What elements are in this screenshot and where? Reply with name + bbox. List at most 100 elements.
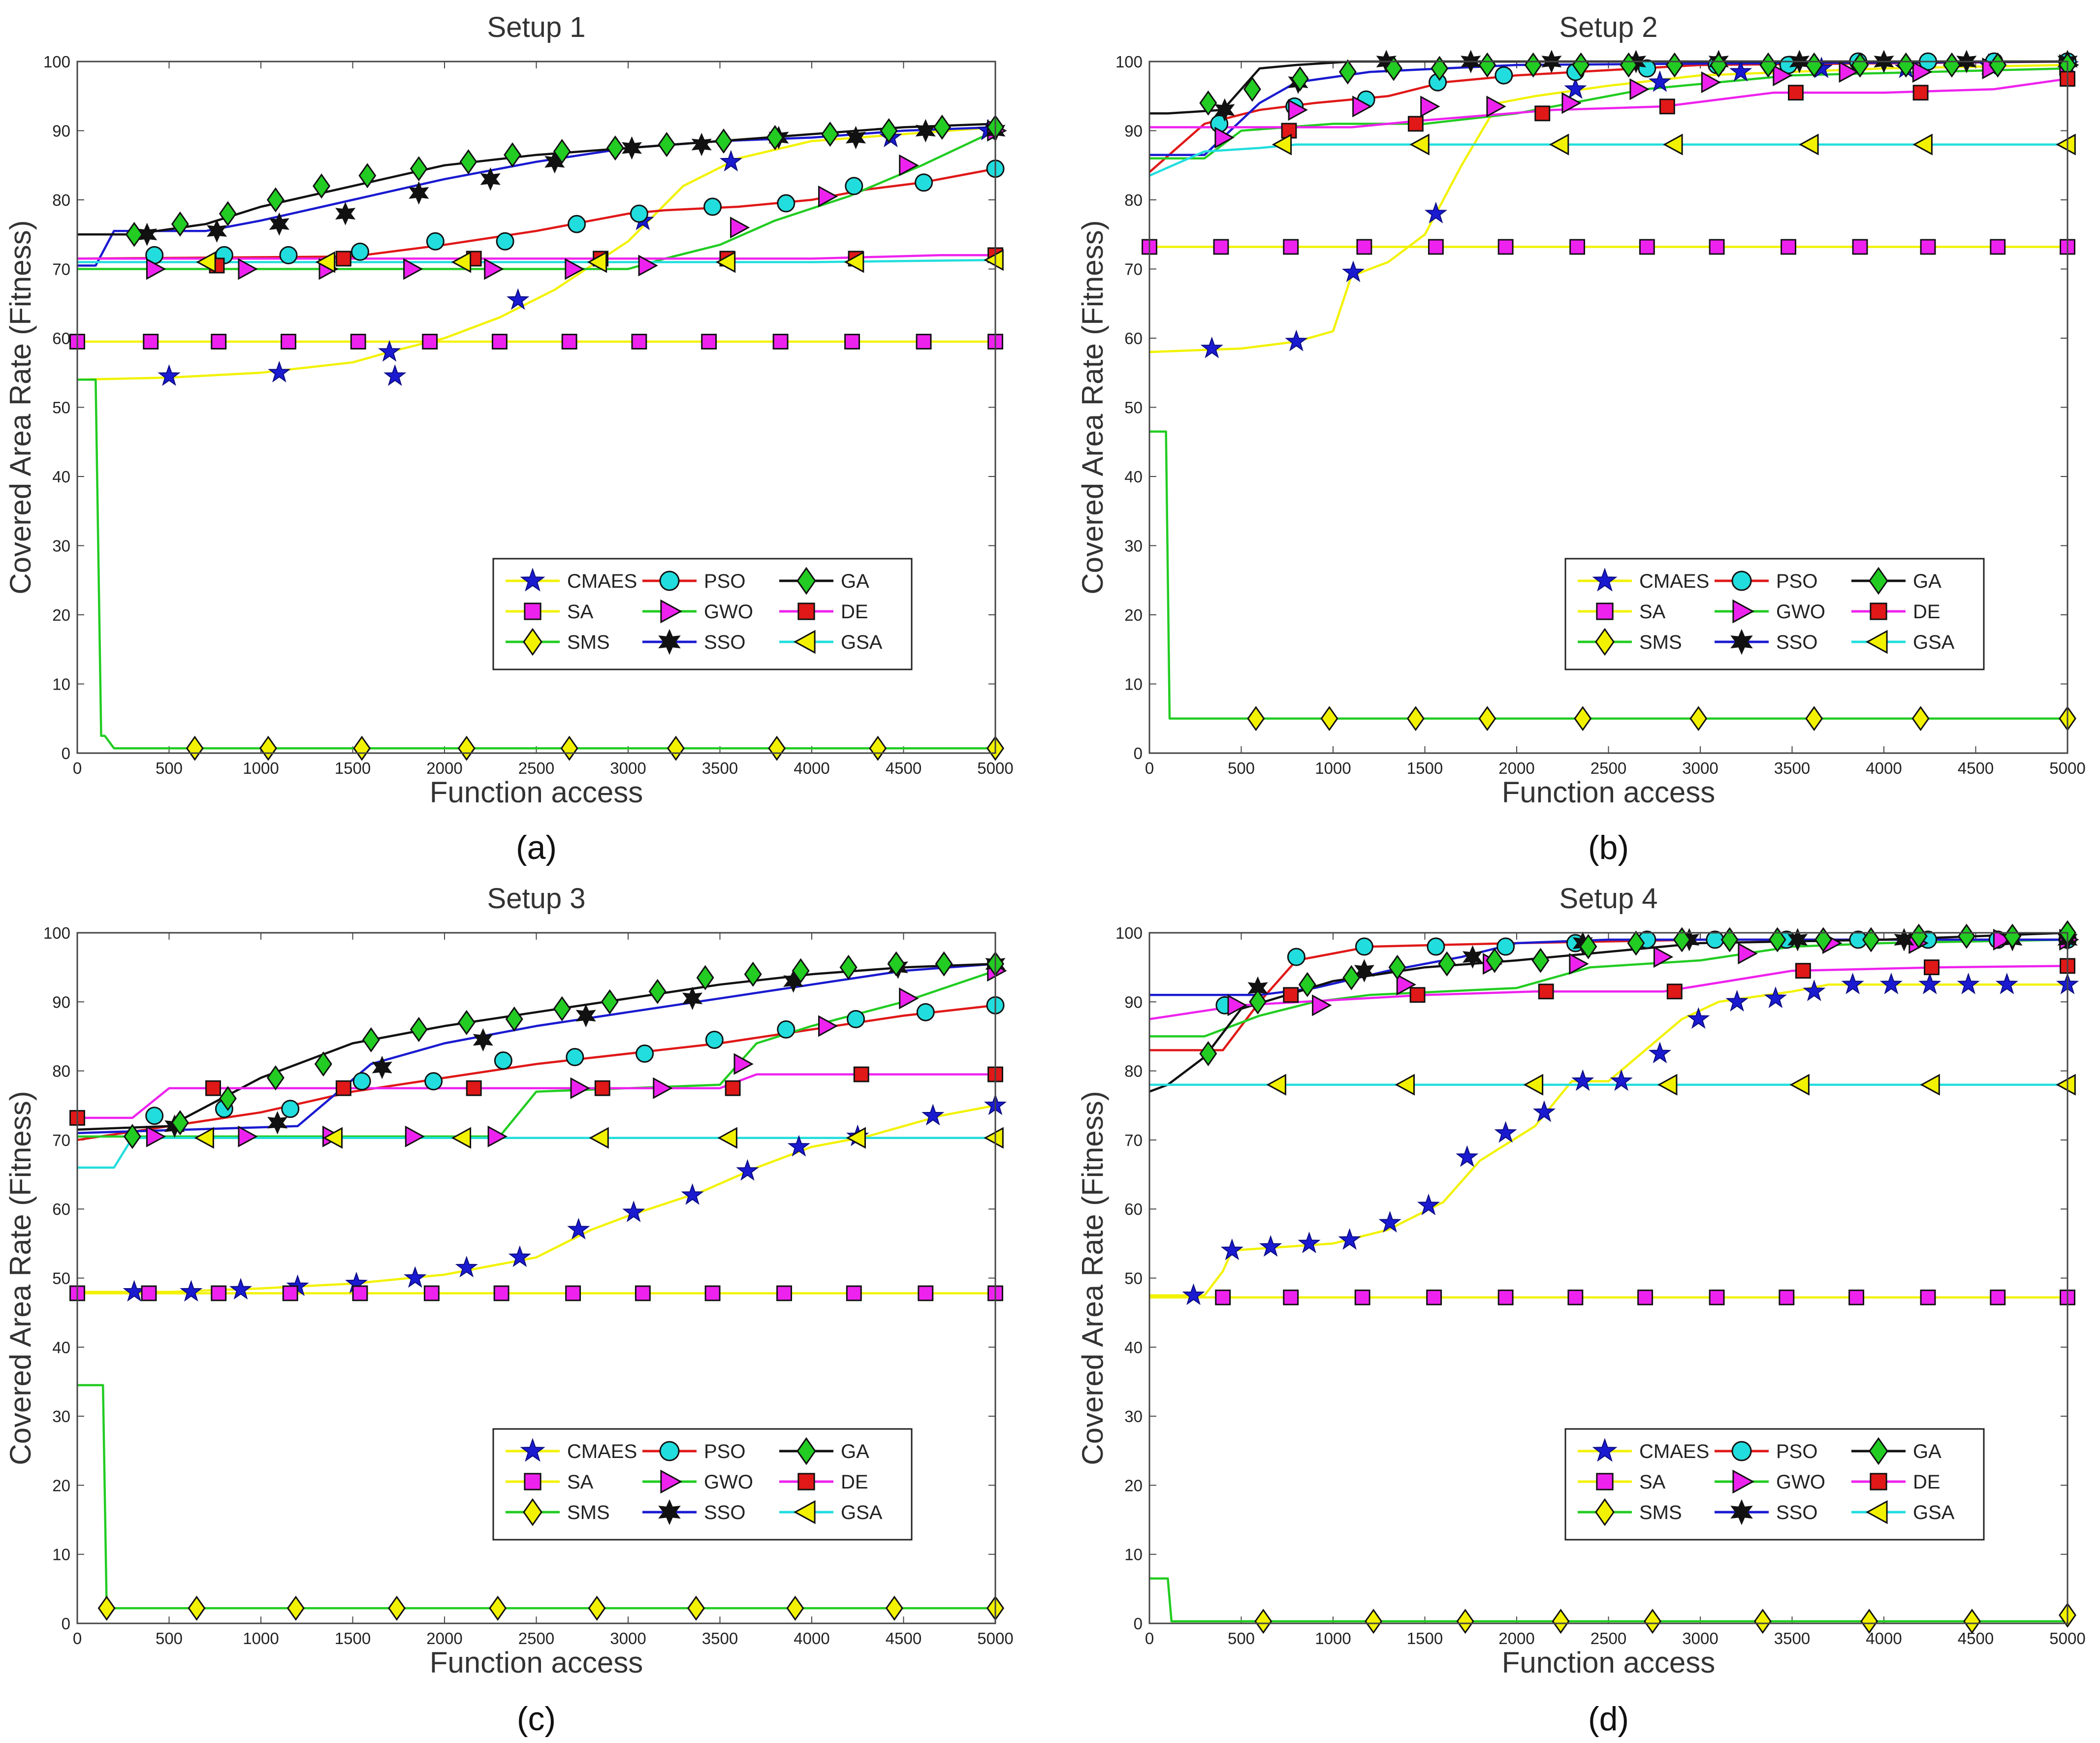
data-point-cmaes xyxy=(681,1183,704,1205)
legend-label: SMS xyxy=(567,632,610,653)
series-line-sms xyxy=(1149,1577,2068,1623)
data-point-sms xyxy=(1254,1609,1273,1634)
legend-label: SMS xyxy=(1639,1502,1682,1523)
data-point-sa xyxy=(704,1285,721,1301)
data-point-gwo xyxy=(565,258,585,280)
data-point-ga xyxy=(171,211,189,237)
legend-item-sso: SSO xyxy=(642,629,745,655)
data-point-de xyxy=(1538,983,1554,1000)
data-point-pso xyxy=(847,1010,865,1028)
data-point-de xyxy=(1409,987,1426,1003)
legend-swatch-marker xyxy=(1732,1469,1754,1494)
data-point-de xyxy=(1534,105,1551,122)
data-point-cmaes xyxy=(1494,1121,1517,1143)
data-point-ga xyxy=(1338,59,1357,85)
data-point-gsa xyxy=(984,1127,1004,1149)
data-point-sso xyxy=(267,1111,288,1135)
legend-label: GWO xyxy=(1776,601,1825,623)
legend-item-sso: SSO xyxy=(1715,1499,1817,1525)
data-point-gsa xyxy=(451,1127,472,1149)
data-point-sa xyxy=(565,1285,581,1301)
data-point-pso xyxy=(916,1003,935,1021)
data-point-sms xyxy=(286,1595,305,1621)
chart-title: Setup 3 xyxy=(487,883,586,915)
x-tick-label: 1500 xyxy=(1407,1629,1443,1648)
data-point-sms xyxy=(560,735,578,761)
data-point-cmaes xyxy=(1610,1069,1633,1091)
legend-item-cmaes: CMAES xyxy=(1578,568,1709,592)
data-point-cmaes xyxy=(1341,260,1365,283)
data-point-sa xyxy=(350,334,366,349)
data-point-sms xyxy=(1320,706,1338,731)
legend-item-de: DE xyxy=(1851,1471,1941,1493)
data-point-sa xyxy=(1426,1289,1442,1305)
y-tick-label: 70 xyxy=(1124,1131,1143,1149)
legend-swatch-marker xyxy=(524,1473,541,1490)
data-point-pso xyxy=(777,194,795,213)
data-point-pso xyxy=(1496,937,1515,956)
legend-item-gwo: GWO xyxy=(1715,599,1825,624)
series-line-gsa xyxy=(77,1137,995,1169)
data-point-cmaes xyxy=(508,1245,531,1268)
data-point-sa xyxy=(1356,239,1372,255)
axes-frame xyxy=(1148,932,2068,1624)
data-point-gwo xyxy=(1773,64,1793,87)
data-point-sms xyxy=(1365,1609,1383,1634)
data-point-sa xyxy=(1709,1289,1725,1305)
data-point-cmaes xyxy=(719,150,742,172)
data-point-gsa xyxy=(1663,133,1683,156)
data-point-sa xyxy=(1990,239,2006,255)
data-point-gwo xyxy=(146,258,166,280)
x-tick-label: 500 xyxy=(156,759,183,777)
data-point-de xyxy=(853,1066,869,1082)
data-point-ga xyxy=(1199,1041,1217,1067)
legend-label: SA xyxy=(567,601,594,623)
legend-item-sa: SA xyxy=(506,1471,594,1493)
legend-box xyxy=(492,558,913,670)
data-point-gwo xyxy=(899,987,919,1010)
data-point-sa xyxy=(1497,1289,1514,1305)
data-point-sso xyxy=(1462,945,1483,969)
data-point-cmaes xyxy=(455,1256,478,1278)
data-point-cmaes xyxy=(1220,1238,1244,1261)
y-tick-label: 40 xyxy=(1124,1338,1143,1357)
data-point-cmaes xyxy=(404,1266,427,1288)
data-point-gwo xyxy=(733,1053,754,1075)
data-point-sso xyxy=(335,202,356,225)
data-point-sa xyxy=(493,1285,509,1301)
data-point-sms xyxy=(353,735,371,761)
x-tick-label: 2500 xyxy=(1591,759,1626,777)
legend-item-de: DE xyxy=(779,601,868,623)
x-axis-label: Function access xyxy=(1502,776,1716,809)
legend: CMAES SA SMS PSO GWO SSO GA DE GSA xyxy=(1564,1428,1985,1541)
legend-swatch-marker xyxy=(1866,1500,1888,1524)
y-tick-label: 10 xyxy=(1124,675,1143,694)
data-point-pso xyxy=(281,1100,300,1118)
legend-swatch-marker xyxy=(658,629,681,655)
data-point-cmaes xyxy=(622,1200,645,1222)
x-tick-label: 4000 xyxy=(1866,759,1902,777)
chart-title: Setup 1 xyxy=(487,11,586,43)
legend-label: PSO xyxy=(1776,1441,1817,1462)
y-axis-label: Covered Area Rate (Fitness) xyxy=(4,1091,37,1465)
data-point-gwo xyxy=(570,1077,590,1099)
y-tick-label: 20 xyxy=(1124,1476,1143,1494)
data-point-gwo xyxy=(730,217,750,239)
x-tick-label: 5000 xyxy=(2049,1629,2085,1648)
legend-item-sa: SA xyxy=(1578,1471,1666,1493)
y-tick-label: 80 xyxy=(1124,1062,1143,1080)
data-point-cmaes xyxy=(1879,972,1903,994)
data-point-sms xyxy=(786,1595,804,1621)
data-point-sa xyxy=(211,1285,227,1301)
data-point-sa xyxy=(1639,239,1655,255)
data-point-sms xyxy=(1805,706,1823,731)
data-point-ga xyxy=(1814,927,1832,952)
data-point-sa xyxy=(918,1285,934,1301)
data-point-sms xyxy=(188,1595,206,1621)
data-point-sms xyxy=(1963,1609,1981,1634)
data-point-sa xyxy=(1852,239,1868,255)
data-point-gsa xyxy=(2056,133,2076,156)
markers-group xyxy=(1142,50,2079,731)
data-point-cmaes xyxy=(1918,972,1941,994)
data-point-ga xyxy=(766,125,784,151)
